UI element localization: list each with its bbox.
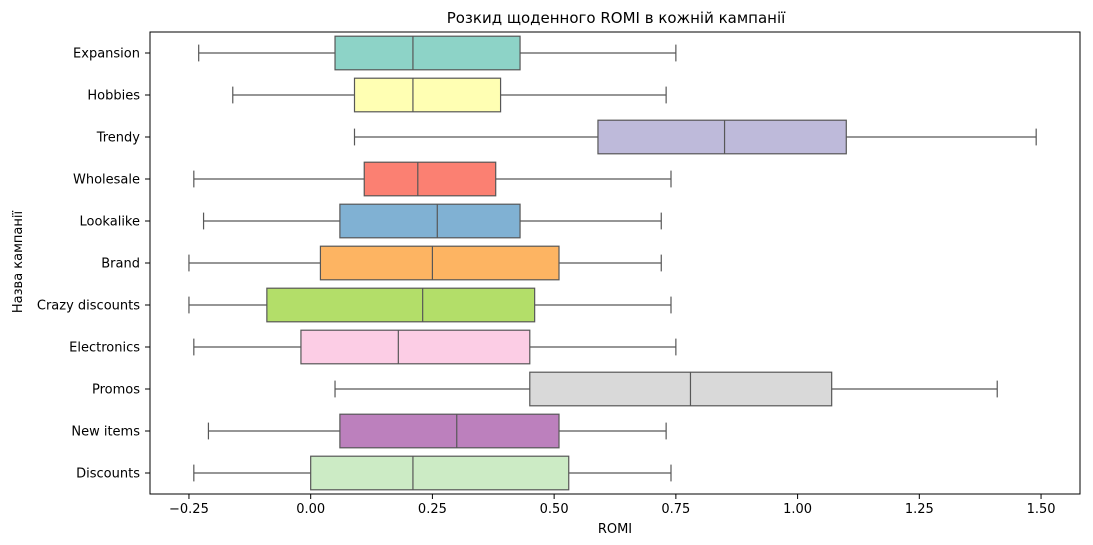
- iqr-box: [300, 329, 531, 365]
- x-tick-label: 0.75: [661, 502, 690, 517]
- x-tick-label: 1.25: [905, 502, 934, 517]
- box-trendy: [353, 119, 1037, 155]
- box-discounts: [193, 455, 672, 491]
- iqr-box: [334, 35, 521, 71]
- x-tick-label: 0.00: [296, 502, 325, 517]
- box-hobbies: [232, 77, 667, 113]
- x-tick-label: −0.25: [169, 502, 209, 517]
- x-tick-label: 0.50: [540, 502, 569, 517]
- y-tick-label: New items: [71, 425, 140, 440]
- iqr-box: [266, 287, 536, 323]
- x-tick-label: 1.00: [783, 502, 812, 517]
- y-tick-label: Lookalike: [80, 215, 140, 230]
- box-brand: [188, 245, 662, 281]
- y-tick-label: Expansion: [73, 47, 140, 62]
- box-new-items: [207, 413, 667, 449]
- iqr-box: [339, 413, 560, 449]
- y-axis: Expansion Hobbies Trendy Wholesale Lookalike…: [37, 47, 150, 482]
- y-tick-label: Wholesale: [73, 173, 140, 188]
- x-tick-label: 1.50: [1027, 502, 1056, 517]
- x-tick-label: 0.25: [418, 502, 447, 517]
- y-tick-label: Electronics: [69, 341, 140, 356]
- iqr-box: [529, 371, 833, 407]
- box-promos: [334, 371, 998, 407]
- x-axis: −0.25 0.00 0.25 0.50 0.75 1.00 1.25 1.50: [169, 494, 1056, 517]
- y-tick-label: Brand: [101, 257, 140, 272]
- box-lookalike: [202, 203, 662, 239]
- iqr-box: [339, 203, 521, 239]
- box-wholesale: [193, 161, 672, 197]
- y-tick-label: Promos: [92, 383, 140, 398]
- iqr-box: [597, 119, 847, 155]
- chart-title: Розкид щоденного ROMI в кожній кампанії: [447, 9, 786, 27]
- box-electronics: [193, 329, 677, 365]
- y-tick-label: Hobbies: [87, 89, 140, 104]
- iqr-box: [310, 455, 570, 491]
- box-expansion: [198, 35, 677, 71]
- y-tick-label: Crazy discounts: [37, 299, 140, 314]
- iqr-box: [319, 245, 560, 281]
- y-axis-label: Назва кампанії: [11, 211, 26, 314]
- iqr-box: [363, 161, 497, 197]
- y-tick-label: Discounts: [76, 467, 140, 482]
- iqr-box: [353, 77, 502, 113]
- y-tick-label: Trendy: [96, 131, 141, 146]
- plot-area: [149, 31, 1081, 495]
- box-crazy-discounts: [188, 287, 672, 323]
- x-axis-label: ROMI: [598, 522, 632, 537]
